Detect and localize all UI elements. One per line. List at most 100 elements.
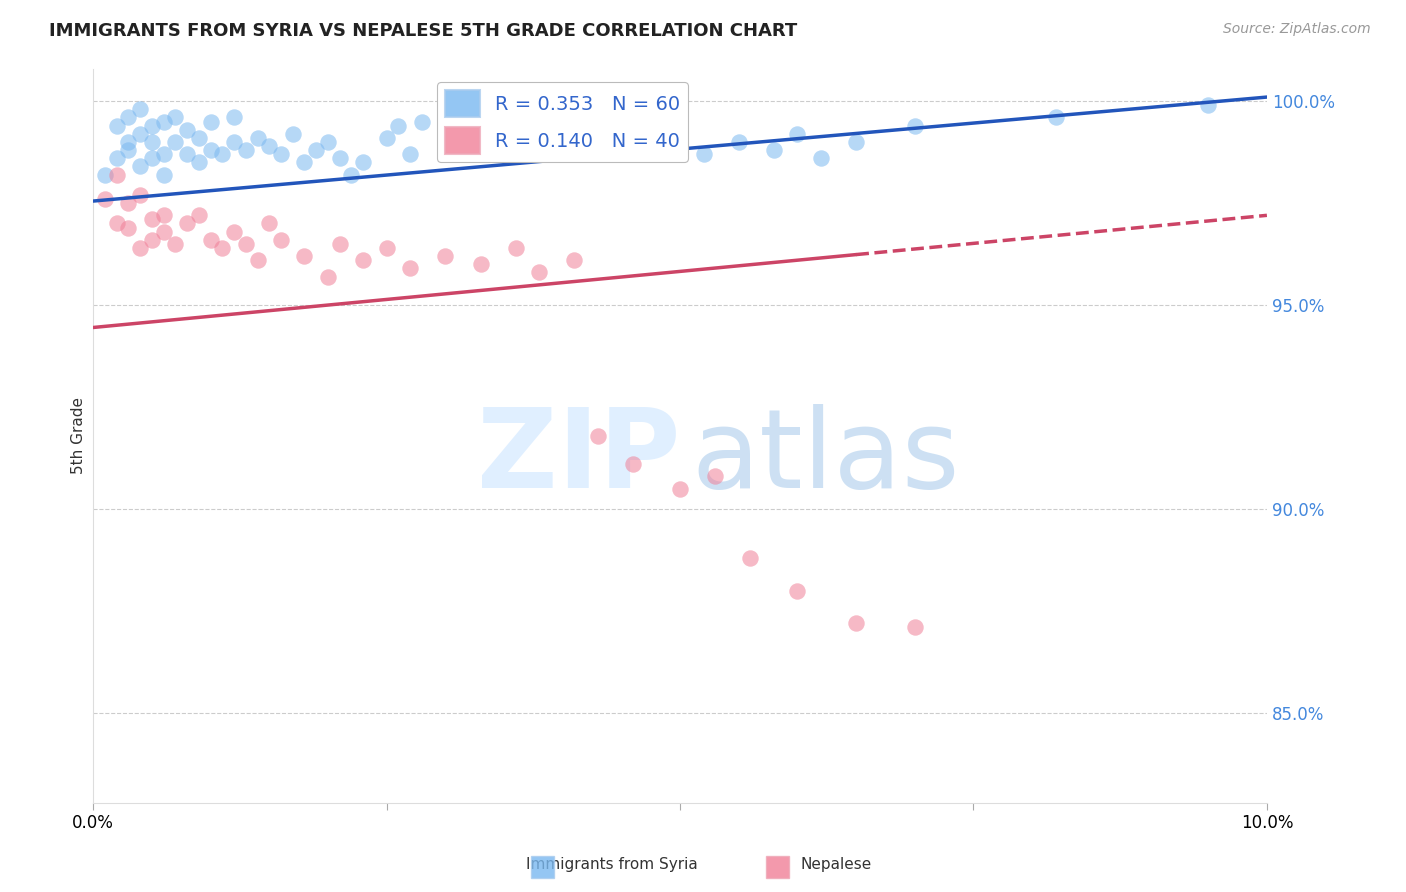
- Point: [270, 233, 292, 247]
- Point: [141, 212, 163, 227]
- Point: [810, 151, 832, 165]
- Point: [222, 225, 245, 239]
- Point: [586, 428, 609, 442]
- Point: [492, 127, 515, 141]
- Point: [129, 103, 152, 117]
- Point: [176, 147, 198, 161]
- Point: [586, 147, 609, 161]
- Text: IMMIGRANTS FROM SYRIA VS NEPALESE 5TH GRADE CORRELATION CHART: IMMIGRANTS FROM SYRIA VS NEPALESE 5TH GR…: [49, 22, 797, 40]
- Point: [187, 131, 209, 145]
- Point: [704, 469, 727, 483]
- Point: [165, 236, 187, 251]
- Point: [316, 135, 339, 149]
- Point: [329, 151, 352, 165]
- Point: [117, 196, 139, 211]
- Point: [786, 583, 808, 598]
- Point: [434, 135, 457, 149]
- Point: [257, 139, 280, 153]
- Point: [305, 143, 328, 157]
- Point: [165, 135, 187, 149]
- Point: [246, 253, 269, 268]
- Point: [281, 127, 304, 141]
- Point: [152, 168, 174, 182]
- Point: [117, 143, 139, 157]
- Point: [270, 147, 292, 161]
- Text: atlas: atlas: [692, 404, 960, 511]
- Text: ZIP: ZIP: [477, 404, 681, 511]
- Point: [527, 265, 550, 279]
- Point: [1045, 111, 1067, 125]
- Point: [200, 143, 222, 157]
- Point: [740, 550, 762, 565]
- Point: [564, 114, 586, 128]
- Legend: R = 0.353   N = 60, R = 0.140   N = 40: R = 0.353 N = 60, R = 0.140 N = 40: [437, 82, 689, 162]
- Point: [117, 135, 139, 149]
- Point: [340, 168, 363, 182]
- Text: Immigrants from Syria: Immigrants from Syria: [526, 857, 697, 872]
- Point: [117, 220, 139, 235]
- Point: [375, 241, 398, 255]
- Text: Nepalese: Nepalese: [801, 857, 872, 872]
- Point: [105, 168, 128, 182]
- Point: [692, 147, 714, 161]
- Point: [141, 233, 163, 247]
- Point: [845, 135, 868, 149]
- Point: [152, 147, 174, 161]
- Point: [176, 122, 198, 136]
- Point: [387, 119, 409, 133]
- Point: [621, 457, 644, 471]
- Point: [200, 114, 222, 128]
- Point: [141, 119, 163, 133]
- Point: [610, 122, 633, 136]
- Point: [200, 233, 222, 247]
- Point: [645, 143, 668, 157]
- Point: [246, 131, 269, 145]
- Point: [222, 111, 245, 125]
- Point: [129, 188, 152, 202]
- Point: [105, 119, 128, 133]
- Point: [669, 127, 692, 141]
- Point: [399, 261, 422, 276]
- Point: [235, 236, 257, 251]
- Point: [505, 241, 527, 255]
- Point: [176, 217, 198, 231]
- Point: [117, 111, 139, 125]
- Point: [152, 208, 174, 222]
- Point: [94, 192, 117, 206]
- Text: Source: ZipAtlas.com: Source: ZipAtlas.com: [1223, 22, 1371, 37]
- Point: [457, 147, 479, 161]
- Point: [845, 616, 868, 631]
- Point: [105, 151, 128, 165]
- Point: [152, 225, 174, 239]
- Point: [211, 241, 233, 255]
- Point: [129, 127, 152, 141]
- Point: [527, 143, 550, 157]
- Point: [762, 143, 785, 157]
- Point: [352, 253, 374, 268]
- Point: [152, 114, 174, 128]
- Point: [129, 241, 152, 255]
- Point: [187, 208, 209, 222]
- Point: [235, 143, 257, 157]
- Point: [211, 147, 233, 161]
- Point: [141, 135, 163, 149]
- Point: [411, 114, 433, 128]
- Point: [294, 155, 316, 169]
- Point: [470, 257, 492, 271]
- Point: [94, 168, 117, 182]
- Point: [375, 131, 398, 145]
- Y-axis label: 5th Grade: 5th Grade: [72, 397, 86, 474]
- Point: [904, 119, 927, 133]
- Point: [786, 127, 808, 141]
- Point: [187, 155, 209, 169]
- Point: [329, 236, 352, 251]
- Point: [1197, 98, 1219, 112]
- Point: [294, 249, 316, 263]
- Point: [727, 135, 749, 149]
- Point: [141, 151, 163, 165]
- Point: [564, 253, 586, 268]
- Point: [129, 160, 152, 174]
- Point: [105, 217, 128, 231]
- Point: [222, 135, 245, 149]
- Point: [257, 217, 280, 231]
